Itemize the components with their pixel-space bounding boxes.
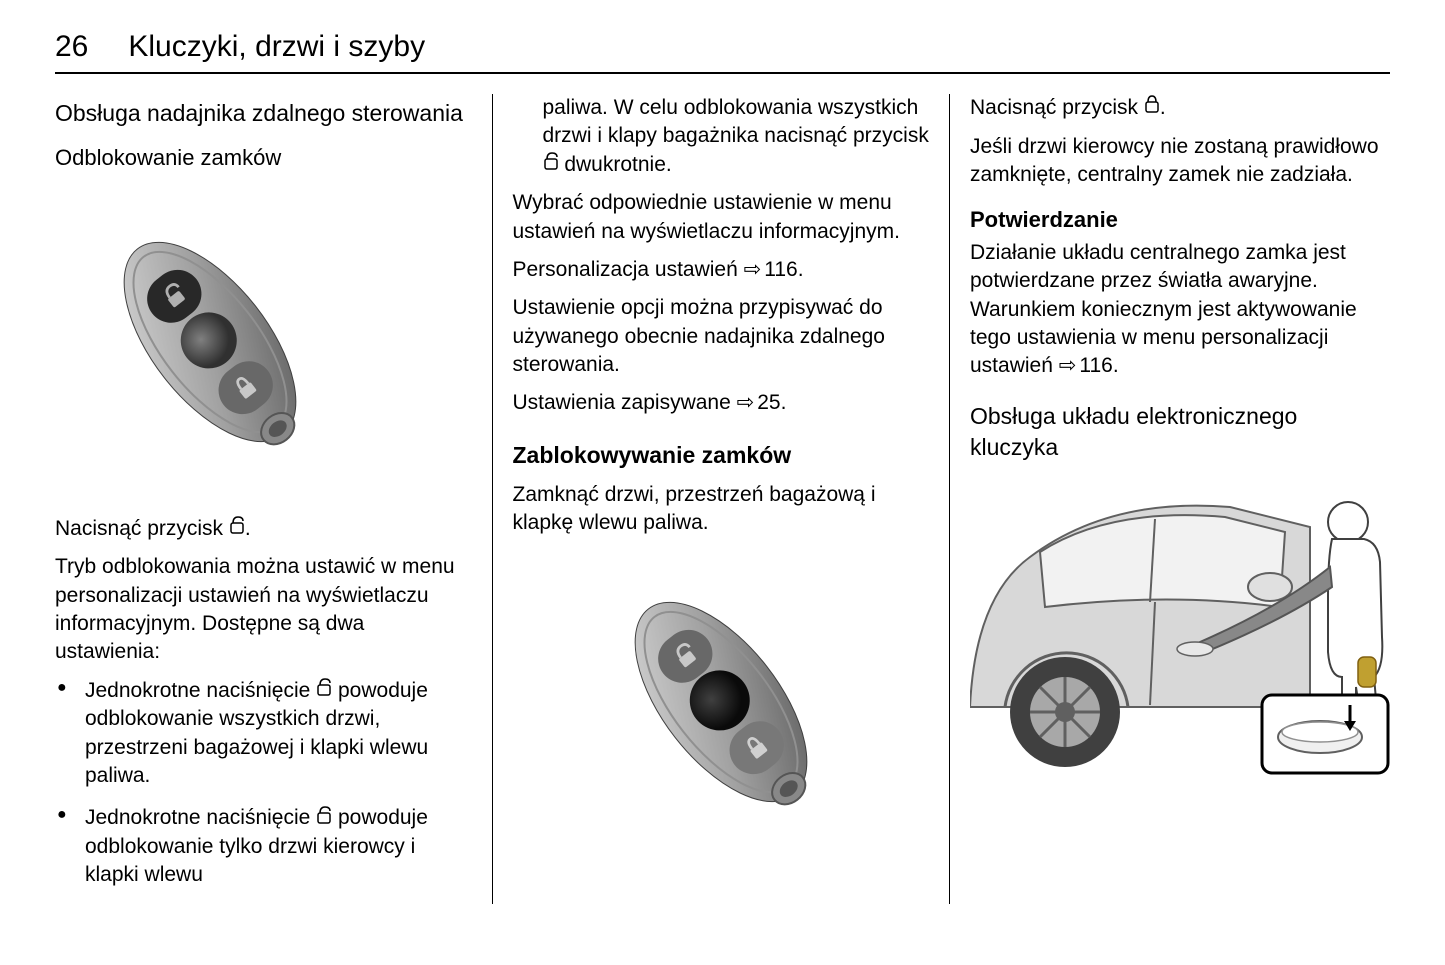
col3-p3: Działanie układu centralnego zamka jest … (970, 239, 1390, 381)
key-fob-unlock-image (55, 187, 365, 497)
unlock-icon (229, 515, 245, 543)
lock-icon (1144, 94, 1160, 122)
unlock-icon (543, 151, 559, 179)
col2-p2-suffix: . (798, 258, 804, 281)
col2-p4-ref: 25 (757, 391, 780, 414)
col2-p5: Zamknąć drzwi, przestrzeń bagażową i kla… (513, 481, 930, 538)
col2-p3: Ustawienie opcji można przypisywać do uż… (513, 294, 930, 379)
col2-p2: Personalizacja ustawień 116. (513, 256, 930, 284)
car-keyless-image (970, 477, 1390, 777)
col1-bullet2-prefix: Jednokrotne naciśnięcie (85, 806, 316, 829)
col1-p1: Nacisnąć przycisk . (55, 515, 472, 544)
col1-p1-suffix: . (245, 517, 251, 540)
key-fob-lock-image (566, 547, 876, 857)
unlock-icon (316, 805, 332, 833)
col2-p4-suffix: . (781, 391, 787, 414)
col2-p2-ref: 116 (764, 258, 797, 281)
content-columns: Obsługa nadajnika zdalnego sterowania Od… (55, 94, 1390, 904)
column-3: Nacisnąć przycisk . Jeśli drzwi kierowcy… (950, 94, 1390, 904)
col2-cont1-suffix: dwukrotnie. (559, 153, 672, 176)
col2-cont1: paliwa. W celu odblokowania wszystkich d… (513, 94, 930, 179)
col2-p2-prefix: Personalizacja ustawień (513, 258, 744, 281)
page-header: 26 Kluczyki, drzwi i szyby (55, 30, 1390, 74)
col1-subheading: Odblokowanie zamków (55, 143, 472, 173)
col1-bullet1-prefix: Jednokrotne naciśnięcie (85, 679, 316, 702)
column-2: paliwa. W celu odblokowania wszystkich d… (493, 94, 951, 904)
col3-p3-ref: 116 (1079, 354, 1112, 377)
col3-subheading1: Potwierdzanie (970, 205, 1390, 235)
unlock-icon (316, 677, 332, 705)
col1-p1-prefix: Nacisnąć przycisk (55, 517, 229, 540)
col2-p1: Wybrać odpowiednie ustawienie w menu ust… (513, 189, 930, 246)
col3-p3-suffix: . (1113, 354, 1119, 377)
page-ref-arrow-icon (737, 391, 758, 414)
page-number: 26 (55, 30, 88, 64)
col1-bullet1: Jednokrotne naciśnięcie powoduje odbloko… (55, 677, 472, 791)
page-ref-arrow-icon (1059, 354, 1080, 377)
col2-p4: Ustawienia zapisywane 25. (513, 389, 930, 417)
col2-p4-prefix: Ustawienia zapisywane (513, 391, 737, 414)
col3-p3-prefix: Działanie układu centralnego zamka jest … (970, 241, 1357, 377)
col1-p2: Tryb odblokowania można ustawić w menu p… (55, 553, 472, 666)
col2-cont1-prefix: paliwa. W celu odblokowania wszystkich d… (543, 96, 929, 147)
page-ref-arrow-icon (744, 258, 765, 281)
col2-heading2: Zablokowywanie zamków (513, 440, 930, 471)
chapter-title: Kluczyki, drzwi i szyby (128, 30, 425, 64)
column-1: Obsługa nadajnika zdalnego sterowania Od… (55, 94, 493, 904)
col3-heading2: Obsługa układu elektronicznego kluczyka (970, 401, 1390, 463)
col3-p2: Jeśli drzwi kierowcy nie zostaną prawidł… (970, 133, 1390, 190)
col1-heading: Obsługa nadajnika zdalnego sterowania (55, 98, 472, 129)
col1-bullet2: Jednokrotne naciśnięcie powoduje odbloko… (55, 804, 472, 889)
col3-p1: Nacisnąć przycisk . (970, 94, 1390, 123)
col1-bullet-list: Jednokrotne naciśnięcie powoduje odbloko… (55, 677, 472, 890)
col3-p1-prefix: Nacisnąć przycisk (970, 96, 1144, 119)
col3-p1-suffix: . (1160, 96, 1166, 119)
